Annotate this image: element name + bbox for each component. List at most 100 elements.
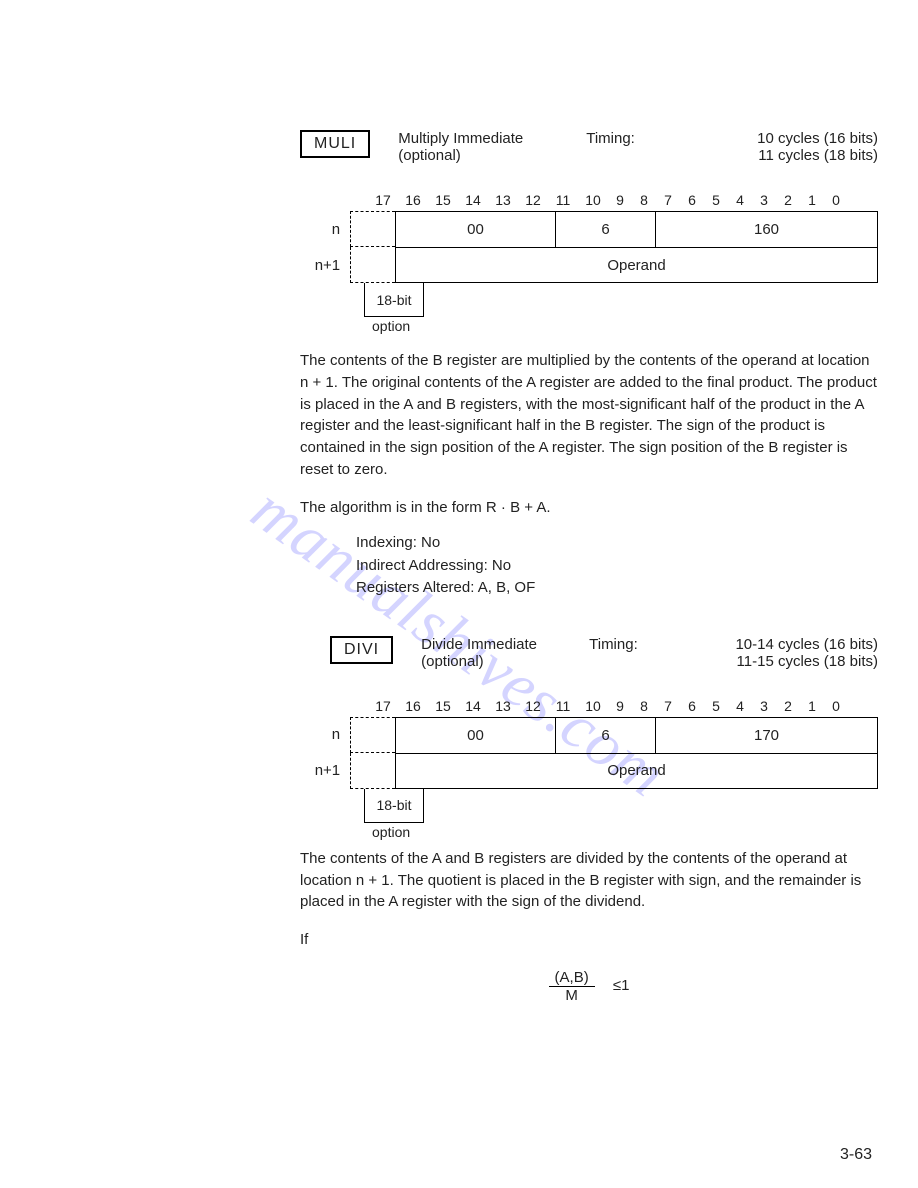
- bit-num: 2: [776, 192, 800, 208]
- divi-timing-label-col: Timing:: [589, 636, 638, 653]
- fraction: (A,B) M: [549, 969, 595, 1004]
- bit-num: 7: [656, 698, 680, 714]
- muli-name: Multiply Immediate: [398, 130, 558, 147]
- muli-algorithm: The algorithm is in the form R · B + A.: [300, 497, 878, 519]
- fraction-numerator: (A,B): [549, 969, 595, 987]
- muli-bit-header: 17 16 15 14 13 12 11 10 9 8 7 6 5 4 3 2 …: [368, 192, 878, 208]
- bit-num: 15: [428, 698, 458, 714]
- divi-operand-row: Operand: [395, 753, 878, 789]
- divi-timing-1: 10-14 cycles (16 bits): [666, 636, 878, 653]
- bit-num: 0: [824, 698, 848, 714]
- bit-num: 11: [548, 192, 578, 208]
- bit-num: 2: [776, 698, 800, 714]
- muli-name-sub: (optional): [398, 147, 558, 164]
- divi-timing-col: 10-14 cycles (16 bits) 11-15 cycles (18 …: [666, 636, 878, 670]
- divi-mnemonic-box: DIVI: [330, 636, 393, 664]
- row-label-n1: n+1: [300, 257, 350, 274]
- bit-num: 1: [800, 698, 824, 714]
- divi-timing-2: 11-15 cycles (18 bits): [666, 653, 878, 670]
- divi-header: DIVI Divide Immediate (optional) Timing:…: [330, 636, 878, 670]
- bit-num: 17: [368, 698, 398, 714]
- bit-num: 3: [752, 192, 776, 208]
- bit-num: 16: [398, 698, 428, 714]
- divi-math: (A,B) M ≤1: [300, 969, 878, 1004]
- bit-num: 15: [428, 192, 458, 208]
- muli-timing-col: 10 cycles (16 bits) 11 cycles (18 bits): [663, 130, 878, 164]
- muli-name-col: Multiply Immediate (optional): [398, 130, 558, 164]
- row-label-n1: n+1: [300, 762, 350, 779]
- bit-num: 17: [368, 192, 398, 208]
- muli-timing-1: 10 cycles (16 bits): [663, 130, 878, 147]
- muli-indirect: Indirect Addressing: No: [356, 555, 878, 578]
- divi-18bit-label-box: 18-bit: [364, 789, 424, 823]
- muli-timing-2: 11 cycles (18 bits): [663, 147, 878, 164]
- muli-field-1: 00: [395, 212, 555, 247]
- bit-num: 13: [488, 192, 518, 208]
- divi-operand-cell: Operand: [395, 754, 877, 788]
- bit-num: 1: [800, 192, 824, 208]
- muli-field-2: 6: [555, 212, 655, 247]
- divi-name: Divide Immediate: [421, 636, 561, 653]
- bit-num: 4: [728, 698, 752, 714]
- muli-row-n1: n+1 Operand: [300, 247, 878, 283]
- bit-num: 5: [704, 698, 728, 714]
- bit-num: 16: [398, 192, 428, 208]
- divi-if-label: If: [300, 929, 878, 951]
- bit-num: 14: [458, 698, 488, 714]
- fraction-denominator: M: [549, 987, 595, 1004]
- muli-description: The contents of the B register are multi…: [300, 350, 878, 481]
- muli-indexing: Indexing: No: [356, 532, 878, 555]
- timing-label: Timing:: [586, 130, 635, 147]
- bit-num: 13: [488, 698, 518, 714]
- muli-timing-label-col: Timing:: [586, 130, 635, 147]
- muli-18bit-cell-top: [350, 211, 395, 247]
- bit-num: 0: [824, 192, 848, 208]
- bit-num: 7: [656, 192, 680, 208]
- page-content: MULI Multiply Immediate (optional) Timin…: [0, 0, 918, 1188]
- bit-num: 6: [680, 192, 704, 208]
- bit-num: 8: [632, 192, 656, 208]
- muli-operand-row: Operand: [395, 247, 878, 283]
- muli-option-label: option: [372, 318, 878, 334]
- muli-row-n: n 00 6 160: [300, 211, 878, 247]
- bit-num: 9: [608, 192, 632, 208]
- divi-18bit-cell-bot: [350, 753, 395, 789]
- bit-num: 4: [728, 192, 752, 208]
- bit-num: 14: [458, 192, 488, 208]
- timing-label: Timing:: [589, 636, 638, 653]
- muli-section: MULI Multiply Immediate (optional) Timin…: [300, 130, 878, 600]
- divi-row-n: n 00 6 170: [300, 717, 878, 753]
- bit-num: 12: [518, 698, 548, 714]
- bit-num: 6: [680, 698, 704, 714]
- divi-field-3: 170: [655, 718, 877, 753]
- divi-section: DIVI Divide Immediate (optional) Timing:…: [300, 636, 878, 1004]
- divi-bit-header: 17 16 15 14 13 12 11 10 9 8 7 6 5 4 3 2 …: [368, 698, 878, 714]
- bit-num: 12: [518, 192, 548, 208]
- bit-num: 8: [632, 698, 656, 714]
- muli-mnemonic-box: MULI: [300, 130, 370, 158]
- muli-fields-row: 00 6 160: [395, 211, 878, 247]
- muli-18bit-cell-bot: [350, 247, 395, 283]
- divi-name-sub: (optional): [421, 653, 561, 670]
- divi-field-2: 6: [555, 718, 655, 753]
- relation: ≤1: [613, 977, 630, 994]
- muli-header: MULI Multiply Immediate (optional) Timin…: [300, 130, 878, 164]
- muli-operand-cell: Operand: [395, 248, 877, 282]
- divi-row-n1: n+1 Operand: [300, 753, 878, 789]
- divi-option-label: option: [372, 824, 878, 840]
- muli-field-3: 160: [655, 212, 877, 247]
- divi-field-1: 00: [395, 718, 555, 753]
- bit-num: 5: [704, 192, 728, 208]
- row-label-n: n: [300, 726, 350, 743]
- bit-num: 10: [578, 698, 608, 714]
- muli-instruction-grid: n 00 6 160 n+1 Operand 18-bit option: [300, 211, 878, 334]
- bit-num: 3: [752, 698, 776, 714]
- muli-properties: Indexing: No Indirect Addressing: No Reg…: [356, 532, 878, 600]
- muli-18bit-label-box: 18-bit: [364, 283, 424, 317]
- divi-name-col: Divide Immediate (optional): [421, 636, 561, 670]
- bit-num: 9: [608, 698, 632, 714]
- divi-18bit-cell-top: [350, 717, 395, 753]
- bit-num: 10: [578, 192, 608, 208]
- row-label-n: n: [300, 221, 350, 238]
- divi-fields-row: 00 6 170: [395, 717, 878, 753]
